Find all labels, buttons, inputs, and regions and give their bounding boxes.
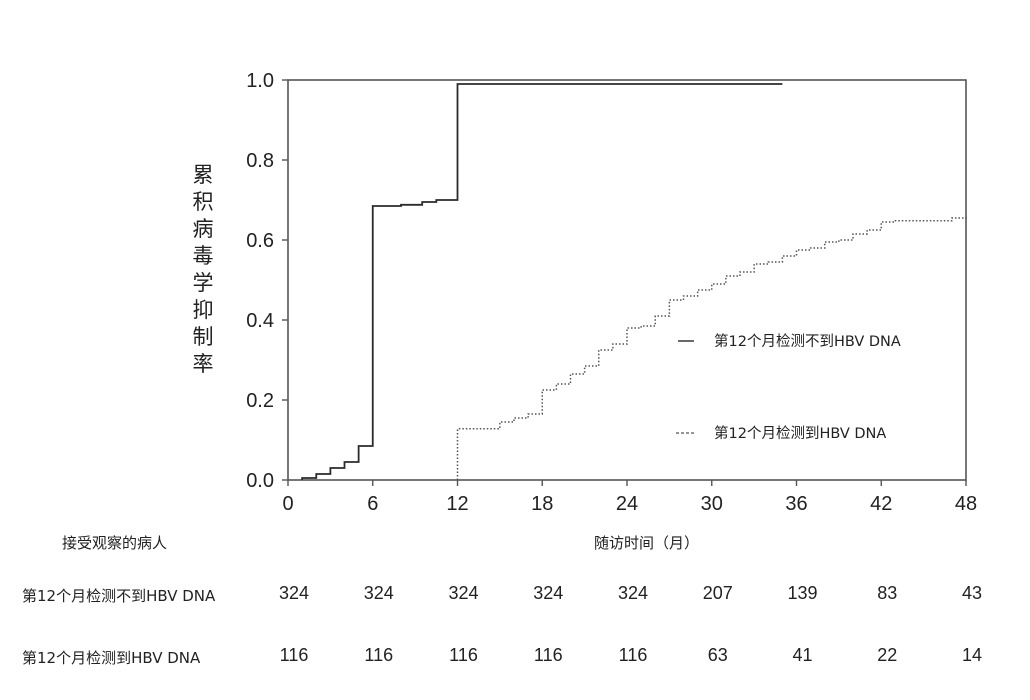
risk-cell: 116 [618,645,648,665]
x-tick-label: 42 [870,493,892,515]
y-tick-label: 0.4 [246,310,274,332]
risk-cell: 83 [877,583,898,603]
risk-cell: 22 [877,645,898,665]
y-axis-label-char: 抑 [192,298,214,322]
risk-cell: 139 [787,583,818,603]
series-detectable-line [456,216,967,480]
x-tick-label: 12 [446,493,468,515]
risk-cell: 41 [792,645,813,665]
y-tick-label: 1.0 [246,70,274,92]
y-axis-label-char: 制 [192,325,214,349]
y-axis-label-char: 毒 [192,244,214,268]
y-axis-label-char: 积 [192,190,214,214]
risk-cell: 207 [702,583,733,603]
risk-row-label: 第12个月检测到HBV DNA [22,649,201,667]
x-tick-label: 18 [531,493,553,515]
risk-cell: 14 [961,645,983,665]
y-axis-label-char: 学 [192,271,214,295]
risk-cell: 63 [707,645,728,665]
y-tick-label: 0.0 [246,470,274,492]
risk-cell: 324 [533,583,564,603]
legend-label: 第12个月检测不到HBV DNA [714,332,901,350]
series-undetectable-line [301,83,783,480]
risk-row-label: 第12个月检测不到HBV DNA [22,587,216,605]
plot-frame [287,79,967,481]
risk-cell: 324 [448,583,479,603]
y-axis-label-char: 率 [192,352,214,376]
risk-cell: 116 [533,645,563,665]
x-tick-label: 0 [282,493,293,515]
y-axis-label: 累积病毒学抑制率 [186,162,220,378]
legend-label: 第12个月检测到HBV DNA [714,424,886,442]
x-tick-label: 48 [955,493,977,515]
x-tick-label: 30 [701,493,723,515]
risk-cell: 116 [364,645,394,665]
risk-cell: 324 [363,583,394,603]
x-axis-label: 随访时间（月） [594,534,700,552]
y-axis-label-char: 累 [192,163,214,187]
risk-cell: 43 [961,583,983,603]
x-tick-label: 24 [616,493,638,515]
chart-marks [301,83,967,480]
risk-cell: 116 [279,645,309,665]
y-axis-label-char: 病 [192,217,214,241]
risk-cell: 324 [617,583,649,603]
x-tick-label: 36 [785,493,807,515]
y-tick-label: 0.2 [246,390,274,412]
y-tick-label: 0.6 [246,230,274,252]
risk-cell: 324 [278,583,310,603]
survival-chart: 0 6 12 18 24 30 36 42 48 0.0 0.2 0.4 0.6 0.8 1.0 第12个月… [246,70,977,515]
y-tick-label: 0.8 [246,150,274,172]
risk-cell: 116 [449,645,478,665]
chart-axes: 0 6 12 18 24 30 36 42 48 0.0 0.2 0.4 0.6 0.8 1.0 [246,70,977,515]
x-tick-label: 6 [367,493,378,515]
risk-table-header: 接受观察的病人 [62,534,168,552]
chart-legend: 第12个月检测不到HBV DNA 第12个月检测到HBV DNA [676,332,901,442]
